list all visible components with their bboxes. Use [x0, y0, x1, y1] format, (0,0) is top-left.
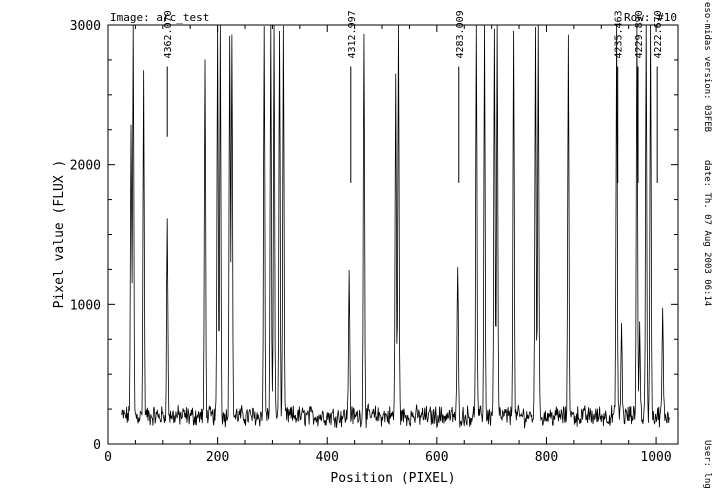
- line-id-label: 4222.670: [653, 10, 664, 58]
- row-label: Row: #10: [624, 11, 677, 24]
- y-tick-label: 1000: [70, 298, 101, 313]
- user-text: User: lng: [702, 440, 712, 489]
- line-id-label: 4312.997: [347, 10, 358, 58]
- line-id-label: 4283.009: [455, 10, 466, 58]
- x-tick-label: 1000: [640, 450, 671, 465]
- line-id-label: 4235.463: [614, 10, 625, 58]
- y-axis-label: Pixel value (FLUX ): [52, 160, 67, 309]
- x-tick-label: 200: [206, 450, 229, 465]
- plot-frame: [107, 24, 679, 445]
- line-id-label: 4362.070: [163, 10, 174, 58]
- version-text: eso-midas version: 03FEB: [702, 2, 712, 132]
- y-tick-label: 2000: [70, 159, 101, 174]
- axis-ticks: 0 200 400 600 800 1000 0 1000 2000 3000: [70, 19, 678, 465]
- line-id-label: 4229.890: [634, 10, 645, 58]
- date-text: date: Th. 07 Aug 2003 06:14: [702, 160, 712, 306]
- x-tick-label: 600: [425, 450, 448, 465]
- x-tick-label: 800: [535, 450, 558, 465]
- x-axis-label: Position (PIXEL): [330, 471, 455, 486]
- x-tick-label: 400: [315, 450, 338, 465]
- spectrum-line: [121, 24, 670, 429]
- image-label: Image: arc_test: [110, 11, 209, 24]
- line-identifications: 4362.070 4312.997 4283.009 4235.463 4229.890…: [163, 10, 664, 183]
- y-tick-label: 3000: [70, 19, 101, 34]
- y-tick-label: 0: [93, 438, 101, 453]
- x-tick-label: 0: [104, 450, 112, 465]
